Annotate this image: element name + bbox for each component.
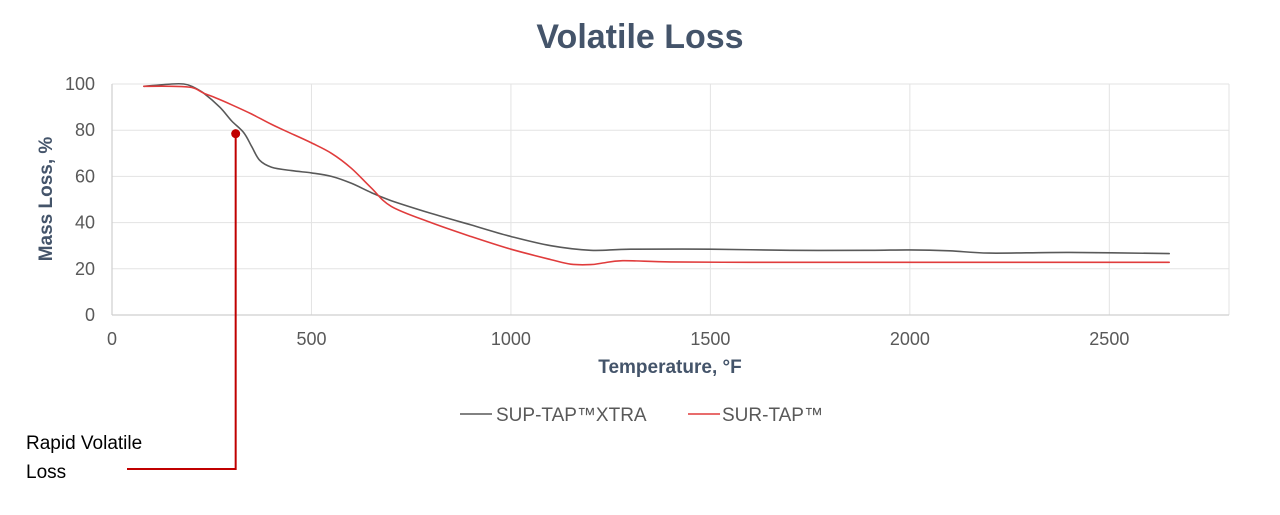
annotation-text-line-2: Loss <box>26 462 66 483</box>
y-tick-label-80: 80 <box>75 120 95 140</box>
x-tick-label-2500: 2500 <box>1089 329 1129 349</box>
legend: SUP-TAP™XTRA SUR-TAP™ <box>460 405 823 426</box>
x-tick-label-0: 0 <box>107 329 117 349</box>
grid-layer <box>112 83 1230 315</box>
annotation-text-line-1: Rapid Volatile <box>26 433 142 454</box>
series-line-sup-tap-xtra <box>143 82 1170 255</box>
x-tick-label-2000: 2000 <box>890 329 930 349</box>
series-line-sur-tap <box>143 85 1170 266</box>
y-tick-label-20: 20 <box>75 259 95 279</box>
y-tick-label-0: 0 <box>85 305 95 325</box>
y-tick-label-100: 100 <box>65 74 95 94</box>
x-axis-title: Temperature, °F <box>598 357 741 378</box>
legend-label-sur-tap: SUR-TAP™ <box>722 405 823 426</box>
legend-label-sup-tap-xtra: SUP-TAP™XTRA <box>496 405 647 426</box>
series-layer <box>143 82 1170 266</box>
y-axis-title: Mass Loss, % <box>36 137 57 262</box>
x-tick-label-500: 500 <box>296 329 326 349</box>
annotation-leader-line <box>127 133 237 470</box>
chart-title: Volatile Loss <box>536 18 744 56</box>
annotation: Rapid Volatile Loss <box>26 129 241 483</box>
x-tick-label-1500: 1500 <box>690 329 730 349</box>
y-tick-label-60: 60 <box>75 166 95 186</box>
y-tick-label-40: 40 <box>75 213 95 233</box>
axis-layer <box>111 84 1229 316</box>
x-tick-label-1000: 1000 <box>491 329 531 349</box>
annotation-marker <box>231 129 241 139</box>
